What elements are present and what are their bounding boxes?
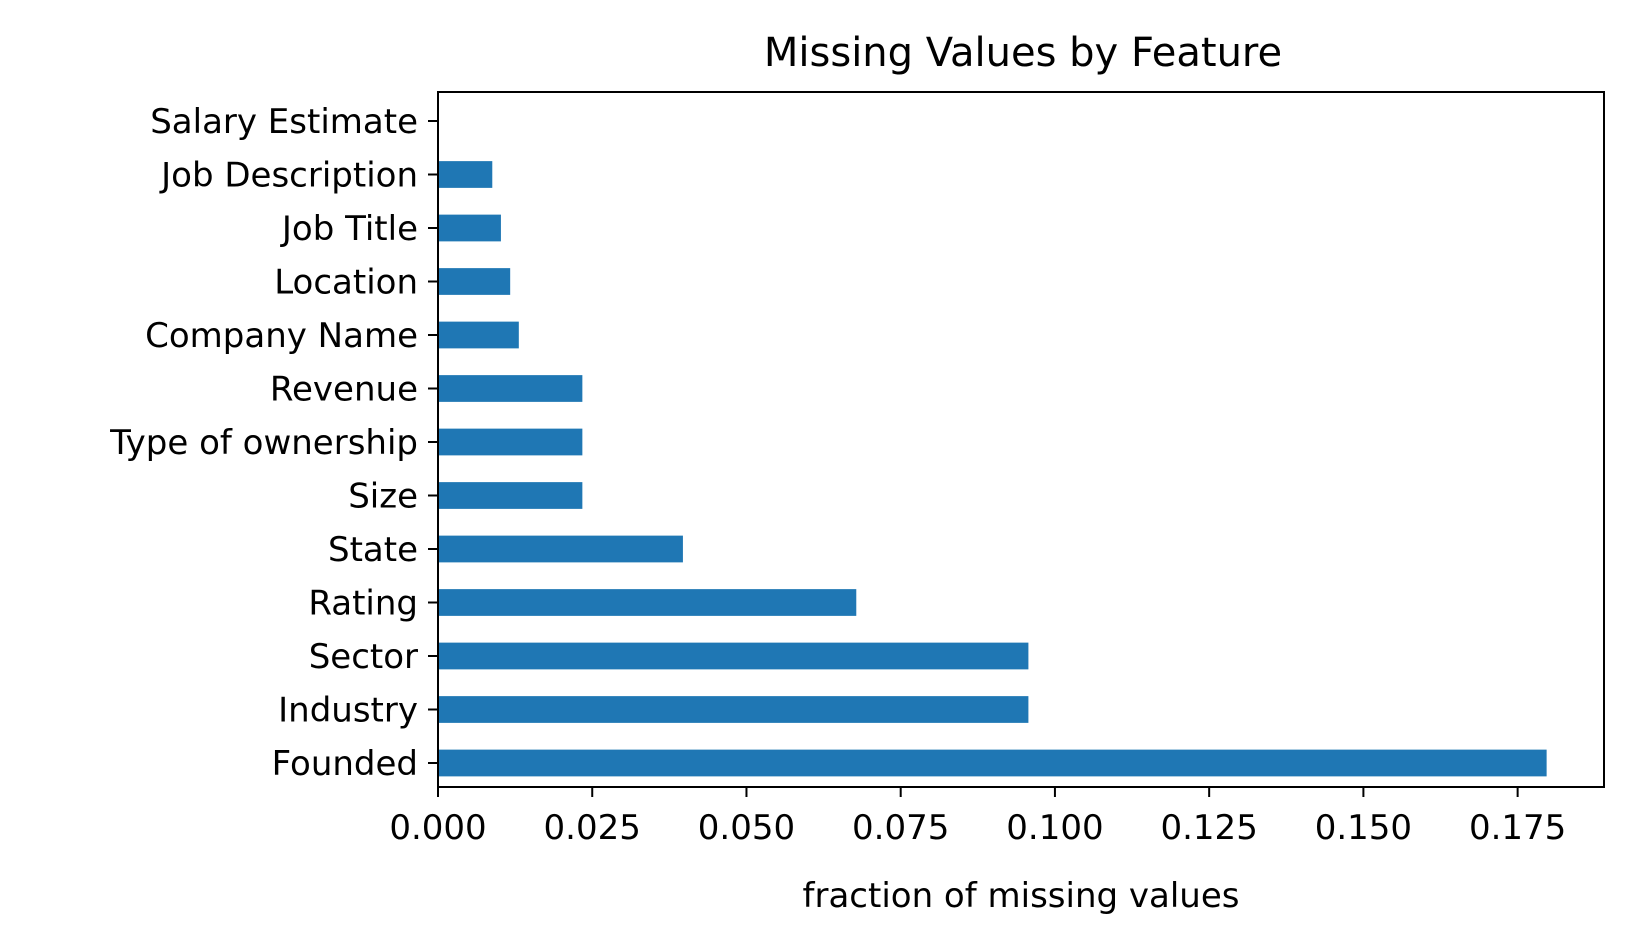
bar bbox=[438, 589, 857, 616]
bar bbox=[438, 696, 1029, 723]
y-tick-label: Sector bbox=[309, 637, 418, 677]
bars-group bbox=[438, 161, 1547, 777]
y-tick-label: Revenue bbox=[270, 370, 418, 410]
y-tick-label: Job Description bbox=[159, 156, 418, 196]
x-tick-label: 0.000 bbox=[389, 808, 486, 848]
bar bbox=[438, 214, 501, 242]
y-tick-label: State bbox=[328, 530, 418, 570]
bar bbox=[438, 161, 493, 188]
x-tick-label: 0.150 bbox=[1315, 808, 1412, 848]
bar bbox=[438, 749, 1547, 777]
y-tick-label: Type of ownership bbox=[109, 423, 418, 463]
x-tick-label: 0.175 bbox=[1469, 808, 1566, 848]
y-axis: Salary Estimate Job Description Job Title L… bbox=[109, 102, 438, 784]
y-tick-label: Founded bbox=[272, 744, 418, 784]
y-tick-label: Location bbox=[274, 263, 418, 303]
x-tick-label: 0.075 bbox=[852, 808, 949, 848]
y-tick-label: Size bbox=[348, 477, 418, 517]
y-tick-label: Industry bbox=[278, 691, 418, 731]
chart-title: Missing Values by Feature bbox=[764, 30, 1282, 76]
x-tick-label: 0.100 bbox=[1006, 808, 1103, 848]
bar bbox=[438, 535, 683, 563]
x-axis-label: fraction of missing values bbox=[803, 876, 1240, 916]
bar bbox=[438, 642, 1029, 670]
y-tick-label: Company Name bbox=[145, 316, 418, 356]
y-tick-label: Job Title bbox=[280, 209, 418, 249]
x-tick-label: 0.125 bbox=[1160, 808, 1257, 848]
x-tick-label: 0.025 bbox=[544, 808, 641, 848]
plot-frame bbox=[437, 91, 1605, 788]
bar bbox=[438, 375, 583, 402]
bar bbox=[438, 268, 511, 295]
y-tick-label: Salary Estimate bbox=[150, 102, 418, 142]
x-axis: 0.000 0.025 0.050 0.075 0.100 0.125 0.150 0.175 bbox=[389, 787, 1566, 848]
bar bbox=[438, 428, 583, 456]
bar bbox=[438, 482, 583, 509]
bar bbox=[438, 321, 519, 349]
y-tick-label: Rating bbox=[308, 584, 418, 624]
x-tick-label: 0.050 bbox=[698, 808, 795, 848]
